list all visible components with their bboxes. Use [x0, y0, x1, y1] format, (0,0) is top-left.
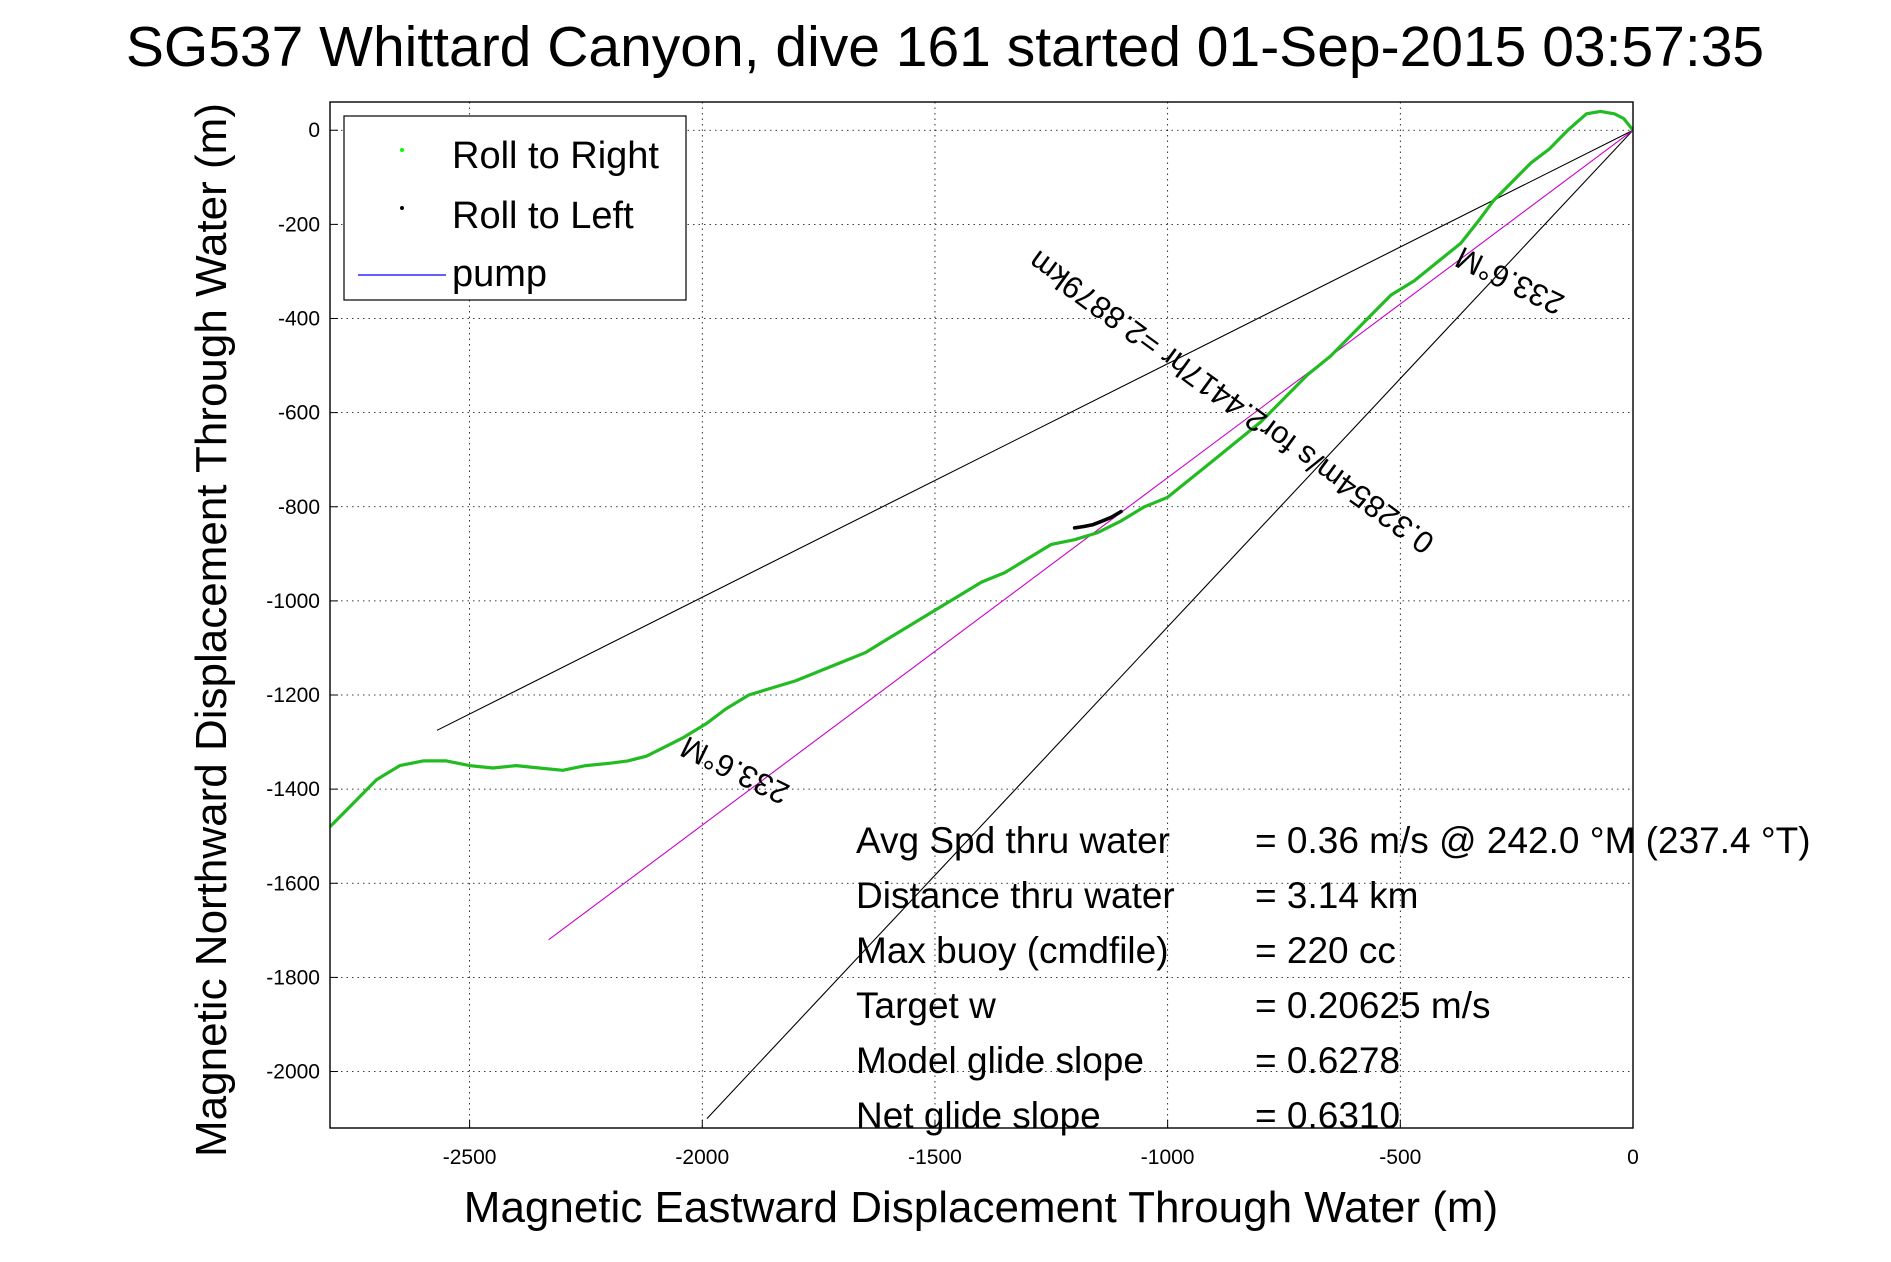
- x-tick-label: -2000: [675, 1146, 729, 1169]
- stat-value: = 0.36 m/s @ 242.0 °M (237.4 °T): [1255, 820, 1811, 861]
- y-tick-label: -1200: [266, 684, 320, 707]
- y-axis-label: Magnetic Northward Displacement Through …: [187, 103, 236, 1157]
- stat-value: = 0.20625 m/s: [1255, 985, 1491, 1026]
- x-tick-label: -500: [1379, 1146, 1421, 1169]
- legend-label-roll-right: Roll to Right: [452, 135, 659, 177]
- y-tick-label: -2000: [266, 1061, 320, 1084]
- series-group: [330, 109, 1633, 829]
- y-axis-ticks: 0 -200 -400 -600 -800 -1000 -1200 -1400 -1600 -18…: [266, 119, 338, 1084]
- y-tick-label: -800: [278, 496, 320, 519]
- x-tick-label: 0: [1627, 1146, 1639, 1169]
- legend-label-roll-left: Roll to Left: [452, 195, 634, 237]
- x-tick-label: -1000: [1141, 1146, 1195, 1169]
- stat-value: = 3.14 km: [1255, 875, 1419, 916]
- y-tick-label: -1000: [266, 590, 320, 613]
- stat-label: Model glide slope: [856, 1040, 1144, 1081]
- x-tick-label: -2500: [443, 1146, 497, 1169]
- y-tick-label: -400: [278, 307, 320, 330]
- y-tick-label: 0: [308, 119, 320, 142]
- stat-label: Avg Spd thru water: [856, 820, 1170, 861]
- stat-label: Max buoy (cmdfile): [856, 930, 1169, 971]
- stat-value: = 0.6310: [1255, 1095, 1400, 1136]
- series-line-roll-to-right: [330, 109, 1633, 829]
- legend: Roll to Right Roll to Left pump: [343, 115, 687, 301]
- legend-marker-roll-left: [400, 206, 404, 210]
- series-line-roll-to-left: [1072, 509, 1123, 530]
- stats-block: Avg Spd thru water = 0.36 m/s @ 242.0 °M …: [856, 820, 1811, 1136]
- x-axis-label: Magnetic Eastward Displacement Through W…: [464, 1183, 1498, 1232]
- stat-value: = 220 cc: [1255, 930, 1396, 971]
- y-tick-label: -600: [278, 402, 320, 425]
- y-tick-label: -1600: [266, 872, 320, 895]
- plot-frame: [329, 101, 1634, 1129]
- y-tick-label: -200: [278, 213, 320, 236]
- chart-title: SG537 Whittard Canyon, dive 161 started …: [126, 15, 1764, 79]
- y-tick-label: -1400: [266, 778, 320, 801]
- x-axis-ticks: -2500 -2000 -1500 -1000 -500 0: [443, 1120, 1639, 1169]
- stat-label: Target w: [856, 985, 996, 1026]
- reference-line-0: [436, 129, 1633, 731]
- x-tick-label: -1500: [908, 1146, 962, 1169]
- stat-value: = 0.6278: [1255, 1040, 1400, 1081]
- legend-marker-roll-right: [400, 148, 404, 152]
- reference-line-1: [706, 129, 1633, 1119]
- stat-label: Distance thru water: [856, 875, 1175, 916]
- stat-label: Net glide slope: [856, 1095, 1101, 1136]
- y-tick-label: -1800: [266, 966, 320, 989]
- legend-label-pump: pump: [452, 253, 547, 295]
